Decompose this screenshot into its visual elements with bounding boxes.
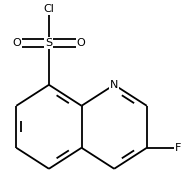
Text: F: F <box>175 143 181 153</box>
Text: Cl: Cl <box>43 4 54 14</box>
Text: S: S <box>45 38 53 48</box>
Text: O: O <box>13 38 21 48</box>
Text: N: N <box>110 80 118 90</box>
Text: O: O <box>77 38 85 48</box>
